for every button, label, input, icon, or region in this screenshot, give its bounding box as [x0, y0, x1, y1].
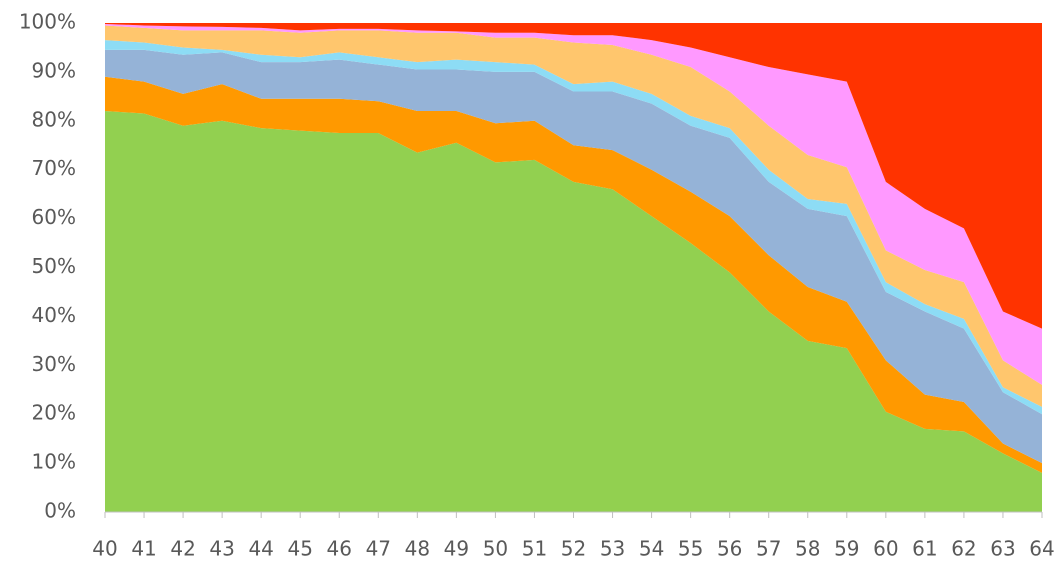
x-tick-label: 53 — [600, 537, 625, 561]
x-tick-label: 61 — [912, 537, 937, 561]
area — [105, 111, 1042, 513]
x-tick-label: 46 — [327, 537, 352, 561]
area — [105, 49, 1042, 464]
x-tick-label: 52 — [561, 537, 586, 561]
x-tick-label: 48 — [405, 537, 430, 561]
x-tick-label: 43 — [209, 537, 234, 561]
area — [105, 23, 1042, 329]
y-tick-label: 20% — [32, 401, 76, 425]
x-tick-label: 57 — [756, 537, 781, 561]
x-tick-label: 64 — [1029, 537, 1054, 561]
y-tick-label: 0% — [44, 499, 76, 523]
area — [105, 76, 1042, 473]
area — [105, 40, 1042, 415]
x-tick-label: 40 — [92, 537, 117, 561]
x-tick-label: 49 — [444, 537, 469, 561]
x-tick-label: 55 — [678, 537, 703, 561]
x-tick-label: 63 — [990, 537, 1015, 561]
x-tick-label: 41 — [131, 537, 156, 561]
x-tick-label: 42 — [170, 537, 195, 561]
y-tick-label: 70% — [32, 156, 76, 180]
y-tick-label: 80% — [32, 107, 76, 131]
x-tick-label: 60 — [873, 537, 898, 561]
y-tick-label: 60% — [32, 205, 76, 229]
x-tick-label: 58 — [795, 537, 820, 561]
y-tick-label: 40% — [32, 303, 76, 327]
x-tick-label: 54 — [639, 537, 664, 561]
y-tick-label: 90% — [32, 58, 76, 82]
x-tick-label: 44 — [248, 537, 273, 561]
x-tick-label: 56 — [717, 537, 742, 561]
y-tick-label: 30% — [32, 352, 76, 376]
x-tick-label: 51 — [522, 537, 547, 561]
x-tick-label: 62 — [951, 537, 976, 561]
area — [105, 25, 1042, 407]
y-tick-label: 50% — [32, 254, 76, 278]
y-tick-label: 10% — [32, 450, 76, 474]
y-tick-label: 100% — [19, 10, 76, 34]
x-tick-label: 50 — [483, 537, 508, 561]
x-tick-label: 59 — [834, 537, 859, 561]
x-tick-label: 45 — [287, 537, 312, 561]
x-tick-label: 47 — [366, 537, 391, 561]
area — [105, 23, 1042, 385]
